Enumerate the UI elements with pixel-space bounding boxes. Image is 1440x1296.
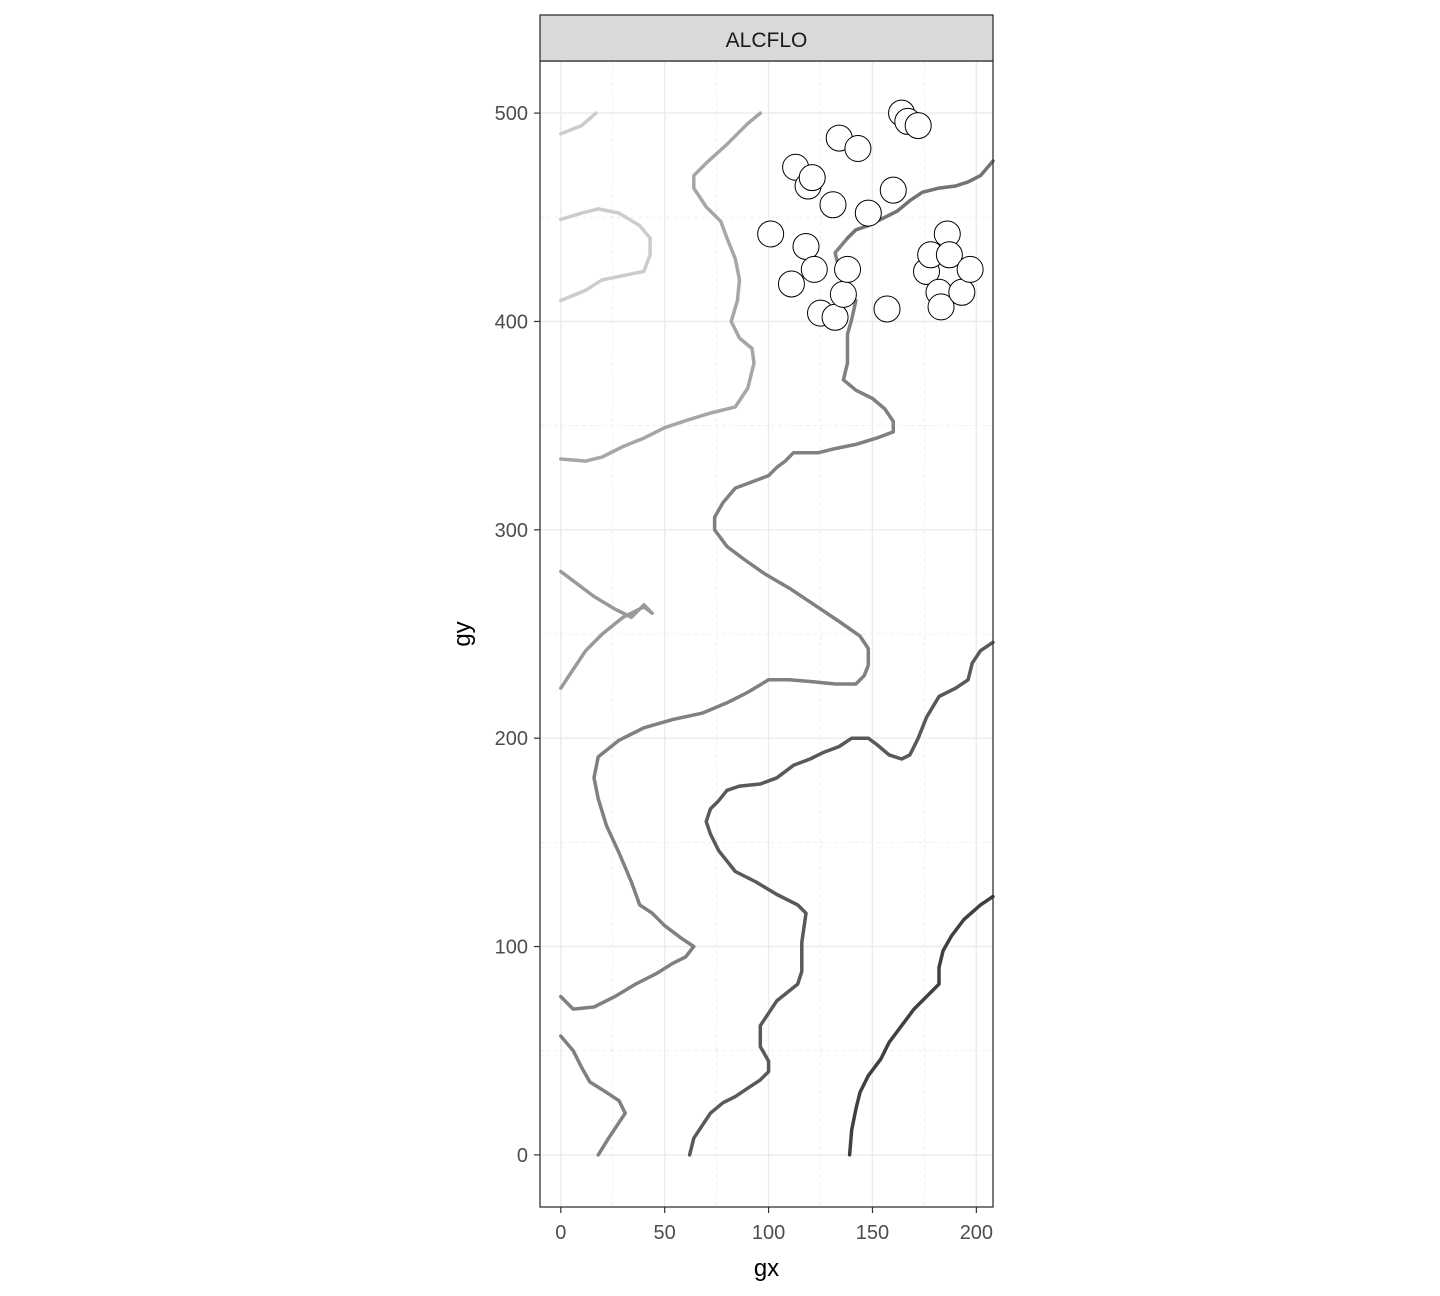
x-axis: 0 50 100 150 200 bbox=[555, 1207, 993, 1244]
x-tick-label: 50 bbox=[654, 1222, 676, 1244]
data-point bbox=[800, 255, 828, 283]
data-point bbox=[777, 270, 805, 298]
y-tick-label: 500 bbox=[495, 103, 528, 125]
x-axis-title: gx bbox=[754, 1255, 779, 1282]
contour-line bbox=[559, 111, 763, 463]
facet-strip bbox=[539, 14, 994, 62]
data-point bbox=[873, 295, 901, 323]
data-point bbox=[792, 232, 820, 260]
y-axis-title: gy bbox=[449, 621, 476, 646]
data-point bbox=[821, 303, 849, 331]
contour-line bbox=[559, 111, 598, 136]
y-tick-label: 300 bbox=[495, 520, 528, 542]
data-point bbox=[948, 278, 976, 306]
data-point bbox=[927, 293, 955, 321]
contour-line bbox=[559, 1034, 627, 1157]
x-tick-label: 100 bbox=[752, 1222, 785, 1244]
y-tick-label: 200 bbox=[495, 728, 528, 750]
contour-line bbox=[559, 569, 654, 690]
contour-line bbox=[687, 640, 995, 1157]
x-tick-label: 0 bbox=[555, 1222, 566, 1244]
data-point bbox=[879, 176, 907, 204]
x-tick-label: 150 bbox=[856, 1222, 889, 1244]
data-point bbox=[956, 255, 984, 283]
contour-line bbox=[559, 236, 896, 1011]
x-tick-label: 200 bbox=[960, 1222, 993, 1244]
y-tick-label: 400 bbox=[495, 311, 528, 333]
data-point bbox=[935, 241, 963, 269]
contour-line bbox=[559, 207, 652, 303]
y-tick-label: 0 bbox=[517, 1145, 528, 1167]
data-point bbox=[819, 191, 847, 219]
data-point bbox=[844, 135, 872, 163]
data-point bbox=[798, 164, 826, 192]
data-points bbox=[757, 99, 984, 331]
y-tick-label: 100 bbox=[495, 937, 528, 959]
data-point bbox=[904, 112, 932, 140]
contour-line bbox=[847, 894, 995, 1157]
data-point bbox=[834, 255, 862, 283]
facet-strip-label: ALCFLO bbox=[726, 29, 808, 52]
data-point bbox=[854, 199, 882, 227]
data-point bbox=[757, 220, 785, 248]
y-axis: 0 100 200 300 400 500 bbox=[495, 103, 540, 1167]
data-point bbox=[829, 280, 857, 308]
